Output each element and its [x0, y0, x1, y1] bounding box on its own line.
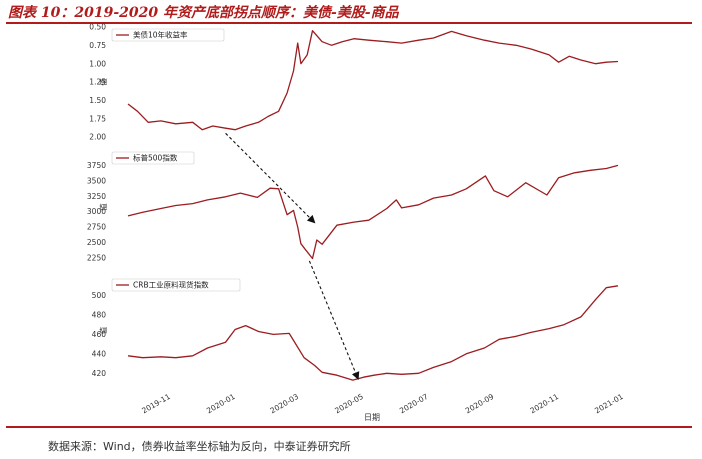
- chart-panels: 0.50 0.75 1.00 1.25 1.50 1.75 2.00 值 美债10年收益率 225…: [87, 23, 619, 381]
- source-note: 数据来源：Wind，债券收益率坐标轴为反向，中泰证券研究所: [48, 440, 351, 453]
- x-tick-label: 2020-01: [205, 392, 237, 416]
- legend: 美债10年收益率: [111, 28, 225, 42]
- legend: CRB工业原料现货指数: [111, 278, 241, 292]
- y-tick-label: 0.50: [89, 23, 106, 32]
- y-tick-label: 500: [92, 291, 107, 300]
- legend-label: 标普500指数: [133, 153, 178, 163]
- panel-2: 2250 2500 2750 3000 3250 3500 3750 值 标普500指数: [87, 151, 619, 262]
- y-tick-label: 1.50: [89, 96, 106, 105]
- series-line: [127, 30, 619, 131]
- footer-rule: [6, 426, 692, 428]
- x-tick-label: 2019-11: [140, 392, 172, 416]
- panel-3: 420 440 460 480 500 值 CRB工业原料现货指数: [92, 278, 619, 381]
- y-tick-label: 2250: [87, 253, 106, 262]
- y-axis-label: 值: [98, 203, 108, 211]
- dashed-arrow: [308, 260, 360, 381]
- y-tick-label: 0.75: [89, 41, 106, 50]
- y-axis-label: 值: [98, 78, 108, 86]
- y-tick-label: 3500: [87, 176, 106, 185]
- y-tick-label: 480: [92, 311, 107, 320]
- y-tick-label: 1.00: [89, 59, 106, 68]
- legend: 标普500指数: [111, 151, 195, 165]
- series-line: [127, 164, 619, 260]
- legend-label: 美债10年收益率: [133, 30, 188, 40]
- figure-title: 图表 10：2019-2020 年资产底部拐点顺序：美债-美股-商品: [8, 5, 399, 21]
- y-tick-label: 460: [92, 330, 107, 339]
- y-tick-label: 440: [92, 349, 107, 358]
- x-tick-label: 2020-09: [464, 392, 496, 416]
- y-axis-label: 值: [98, 326, 108, 334]
- y-tick-label: 2.00: [89, 133, 106, 142]
- title-rule: [6, 22, 692, 24]
- legend-box: [111, 28, 225, 42]
- y-tick-label: 3750: [87, 161, 106, 170]
- panel-1: 0.50 0.75 1.00 1.25 1.50 1.75 2.00 值 美债10年收益率: [89, 23, 619, 142]
- legend-box: [111, 151, 195, 165]
- x-axis-label: 日期: [364, 413, 380, 422]
- x-tick-label: 2021-01: [593, 392, 625, 416]
- y-tick-label: 420: [92, 369, 107, 378]
- y-tick-label: 3250: [87, 192, 106, 201]
- x-tick-label: 2020-07: [398, 392, 430, 416]
- y-tick-label: 3000: [87, 207, 106, 216]
- y-tick-label: 2500: [87, 238, 106, 247]
- x-tick-label: 2020-05: [333, 392, 365, 416]
- x-axis: 2019-11 2020-01 2020-03 2020-05 2020-07 2020-…: [140, 392, 625, 416]
- legend-box: [111, 278, 241, 292]
- y-tick-label: 2750: [87, 223, 106, 232]
- x-tick-label: 2020-03: [269, 392, 301, 416]
- y-tick-label: 1.75: [89, 114, 106, 123]
- series-line: [127, 285, 619, 381]
- legend-label: CRB工业原料现货指数: [133, 280, 209, 290]
- annotation-arrows: [225, 132, 360, 381]
- y-tick-label: 1.25: [89, 78, 106, 87]
- dashed-arrow: [225, 132, 316, 224]
- x-tick-label: 2020-11: [528, 392, 560, 416]
